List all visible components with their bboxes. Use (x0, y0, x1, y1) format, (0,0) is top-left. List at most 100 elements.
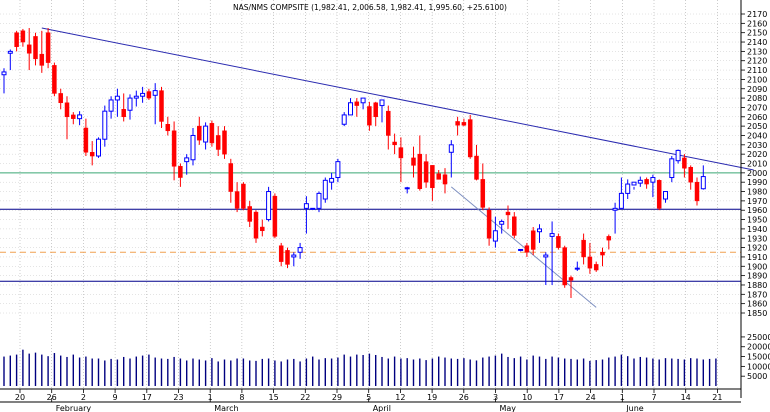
price-tick-label: 1940 (747, 225, 767, 234)
volume-bar (690, 358, 692, 386)
volume-bar (318, 359, 320, 386)
volume-bar (438, 356, 440, 386)
price-tick-label: 2000 (747, 169, 767, 178)
price-tick-label: 2150 (747, 29, 767, 38)
price-tick-label: 2020 (747, 150, 767, 159)
price-tick-label: 2040 (747, 131, 767, 140)
volume-bar (3, 356, 5, 386)
volume-bar (456, 358, 459, 386)
price-tick-label: 1900 (747, 262, 767, 271)
candle-body (178, 166, 183, 178)
candle-body (650, 177, 656, 183)
volume-bar (78, 357, 81, 386)
candle-body (96, 138, 101, 157)
candle-body (241, 183, 246, 209)
price-tick-label: 2070 (747, 103, 767, 112)
volume-bar (715, 358, 717, 386)
candle-body (404, 187, 410, 190)
candle-body (367, 106, 372, 126)
candle-body (222, 130, 227, 155)
volume-bar (412, 359, 415, 386)
volume-bar (652, 358, 654, 386)
volume-bar (204, 360, 207, 386)
price-tick-label: 1890 (747, 272, 767, 281)
volume-bar (589, 360, 591, 386)
candle-body (335, 161, 341, 179)
volume-bar (532, 355, 534, 386)
volume-bar (274, 360, 276, 386)
day-tick-label: 9 (113, 393, 118, 402)
volume-bar (66, 356, 68, 386)
candle-body (297, 247, 303, 253)
candle-body (266, 191, 272, 221)
candle-body (197, 125, 202, 141)
volume-bar (255, 360, 257, 386)
candle-body (114, 95, 120, 101)
volume-tick-label: 5000 (747, 372, 767, 381)
candle-body (694, 181, 700, 202)
price-tick-label: 1920 (747, 244, 767, 253)
day-tick-label: 17 (142, 393, 152, 402)
day-tick-label: 8 (239, 393, 244, 402)
candle-body (83, 127, 89, 153)
candle-body (568, 277, 574, 281)
volume-bar (645, 357, 648, 386)
month-label: June (625, 404, 644, 412)
price-tick-label: 1850 (747, 309, 767, 318)
day-tick-label: 7 (651, 393, 656, 402)
candle-body (386, 110, 391, 136)
candle-body (278, 245, 284, 262)
candle-body (45, 32, 51, 63)
volume-bar (419, 358, 421, 386)
candle-body (455, 121, 460, 126)
volume-bar (557, 357, 560, 386)
volume-bar (343, 354, 345, 386)
day-tick-label: 15 (269, 393, 279, 402)
candle-body (373, 102, 378, 118)
day-tick-label: 14 (681, 393, 691, 402)
price-tick-label: 1860 (747, 300, 767, 309)
volume-bar (305, 358, 308, 386)
volume-bar (519, 356, 522, 386)
volume-bar (614, 356, 616, 386)
candle-body (159, 90, 164, 122)
volume-tick-label: 25000 (747, 333, 770, 342)
volume-bar (488, 356, 490, 386)
candle-body (228, 163, 234, 192)
day-tick-label: 3 (493, 393, 498, 402)
candle-body (625, 183, 631, 194)
volume-bar (627, 356, 629, 386)
candle-body (108, 99, 114, 112)
price-tick-label: 2160 (747, 19, 767, 28)
volume-bar (494, 355, 497, 386)
candle-body (20, 30, 26, 43)
candle-body (1, 71, 7, 76)
volume-tick-label: 15000 (747, 353, 770, 362)
volume-bar (683, 359, 686, 386)
day-tick-label: 24 (586, 393, 596, 402)
candle-body (102, 110, 108, 140)
candle-body (140, 92, 146, 97)
candle-body (618, 192, 624, 209)
volume-bar (280, 361, 282, 386)
day-tick-label: 29 (332, 393, 342, 402)
volume-bar (230, 360, 232, 386)
volume-bar (299, 361, 301, 386)
day-tick-labels: 20 26 2 9 17 23 1 8 15 22 29 5 12 19 26 3 10 17 24 1 7 14 21 (15, 389, 722, 402)
volume-bar (85, 356, 87, 386)
volume-bar (186, 360, 188, 386)
day-tick-label: 1 (208, 393, 213, 402)
volume-tick-label: 20000 (747, 343, 770, 352)
volume-bar (179, 358, 182, 386)
trendline (450, 186, 597, 308)
volume-bar (551, 356, 553, 386)
price-tick-label: 2170 (747, 10, 767, 19)
volume-bar (526, 359, 528, 386)
candle-body (505, 211, 511, 216)
volume-bar (564, 358, 566, 386)
volume-bar (160, 358, 163, 386)
candle-body (285, 250, 290, 265)
candle-body (474, 155, 479, 180)
